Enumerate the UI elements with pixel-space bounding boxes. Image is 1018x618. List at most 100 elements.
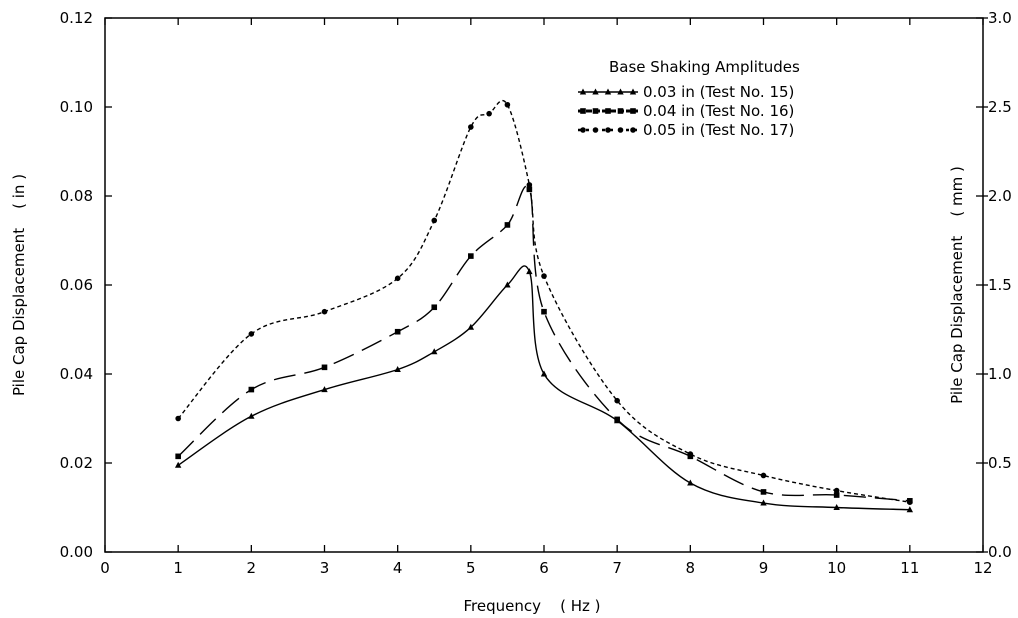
right-y-axis: 0.0 0.5 1.0 1.5 2.0 2.5 3.0 xyxy=(976,9,1012,561)
data-point xyxy=(760,472,767,479)
data-point xyxy=(617,108,624,114)
data-point xyxy=(321,364,328,371)
data-point xyxy=(605,108,611,114)
x-tick-label: 7 xyxy=(612,559,622,577)
x-tick-label: 10 xyxy=(827,559,846,577)
data-point xyxy=(833,504,840,510)
data-point xyxy=(540,370,548,377)
legend-label: 0.03 in (Test No. 15) xyxy=(643,83,794,101)
y-tick-label: 0.06 xyxy=(60,276,93,294)
data-point xyxy=(592,127,599,133)
series-line xyxy=(177,185,910,502)
y-tick-label: 0.02 xyxy=(60,454,93,472)
data-point xyxy=(504,281,511,288)
data-point xyxy=(467,323,475,330)
data-point xyxy=(248,386,255,393)
data-point xyxy=(504,222,511,228)
x-tick-label: 0 xyxy=(100,559,110,577)
data-point xyxy=(614,397,620,404)
data-point xyxy=(833,492,840,498)
legend-label: 0.05 in (Test No. 17) xyxy=(643,121,794,139)
legend-title: Base Shaking Amplitudes xyxy=(609,58,800,76)
data-point xyxy=(468,124,474,130)
data-point xyxy=(687,479,694,486)
legend-entry-1: 0.03 in (Test No. 15) xyxy=(578,83,794,101)
legend: Base Shaking Amplitudes 0.03 in (Test No… xyxy=(578,58,800,139)
y-tick-label: 0.12 xyxy=(60,9,93,27)
data-point xyxy=(906,506,914,513)
data-point xyxy=(630,108,636,114)
data-point xyxy=(614,416,620,423)
y2-tick-label: 1.0 xyxy=(988,365,1012,383)
data-point xyxy=(605,127,611,133)
data-point xyxy=(760,489,767,495)
data-point xyxy=(248,412,255,419)
legend-entry-2: 0.04 in (Test No. 16) xyxy=(578,102,794,120)
x-tick-label: 1 xyxy=(173,559,183,577)
data-point xyxy=(431,217,438,224)
y-tick-label: 0.08 xyxy=(60,187,93,205)
y2-tick-label: 2.5 xyxy=(988,98,1012,116)
y2-tick-label: 0.5 xyxy=(988,454,1012,472)
series-line xyxy=(177,99,910,503)
data-point xyxy=(526,182,533,188)
data-point xyxy=(617,88,624,95)
x-axis: 0 1 2 3 4 5 6 7 8 9 10 11 12 xyxy=(100,18,993,577)
data-point xyxy=(175,453,181,460)
data-point xyxy=(760,499,767,506)
series-1 xyxy=(174,265,914,513)
x-tick-label: 3 xyxy=(320,559,330,577)
series-2 xyxy=(175,185,913,504)
legend-entry-3: 0.05 in (Test No. 17) xyxy=(578,121,794,139)
legend-label: 0.04 in (Test No. 16) xyxy=(643,102,794,120)
data-point xyxy=(394,366,401,373)
y-tick-label: 0.04 xyxy=(60,365,93,383)
x-tick-label: 11 xyxy=(900,559,919,577)
data-point xyxy=(629,88,637,95)
data-point xyxy=(592,108,599,114)
data-point xyxy=(174,461,182,468)
left-y-axis: 0.00 0.02 0.04 0.06 0.08 0.10 0.12 xyxy=(60,9,112,561)
data-point xyxy=(630,127,636,133)
x-tick-label: 9 xyxy=(759,559,769,577)
data-point xyxy=(907,499,913,505)
x-tick-label: 6 xyxy=(539,559,549,577)
data-point xyxy=(579,88,587,95)
x-tick-label: 8 xyxy=(686,559,696,577)
data-point xyxy=(468,253,474,259)
data-point xyxy=(687,451,694,457)
series-layer xyxy=(174,99,914,513)
y-tick-label: 0.10 xyxy=(60,98,93,116)
y2-axis-title: Pile Cap Displacement ( mm ) xyxy=(948,166,966,404)
data-point xyxy=(833,487,840,494)
data-point xyxy=(526,268,533,275)
plot-area-frame xyxy=(104,17,984,553)
y2-tick-label: 3.0 xyxy=(988,9,1012,27)
y2-tick-label: 2.0 xyxy=(988,187,1012,205)
x-tick-label: 5 xyxy=(466,559,476,577)
data-point xyxy=(486,110,492,117)
data-point xyxy=(431,304,438,311)
y-axis-title: Pile Cap Displacement ( in ) xyxy=(10,174,28,396)
data-point xyxy=(580,108,586,114)
data-point xyxy=(604,88,612,95)
series-3 xyxy=(175,99,913,505)
data-point xyxy=(617,127,624,133)
x-tick-label: 2 xyxy=(247,559,257,577)
y2-tick-label: 0.0 xyxy=(988,543,1012,561)
data-point xyxy=(248,331,255,337)
data-point xyxy=(431,348,438,355)
y-tick-label: 0.00 xyxy=(60,543,93,561)
data-point xyxy=(321,386,328,393)
data-point xyxy=(526,186,533,193)
data-point xyxy=(175,415,181,422)
x-tick-label: 4 xyxy=(393,559,403,577)
data-point xyxy=(541,273,547,279)
data-point xyxy=(394,328,401,335)
data-point xyxy=(580,127,586,133)
y2-tick-label: 1.5 xyxy=(988,276,1012,294)
x-axis-title: Frequency ( Hz ) xyxy=(464,597,601,615)
data-point xyxy=(394,275,401,282)
data-point xyxy=(592,88,599,95)
